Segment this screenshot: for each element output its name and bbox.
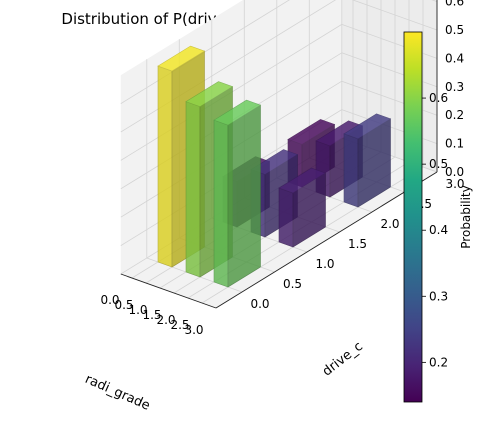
z-tick-label: 0.4 [445, 51, 464, 65]
x-tick-label: 2.0 [156, 313, 175, 327]
colorbar-ticks: 0.2 0.3 0.4 0.5 0.6 [422, 91, 448, 369]
bar [213, 99, 262, 288]
y-tick-label: 2.0 [380, 217, 399, 231]
colorbar-tick-label: 0.2 [429, 355, 448, 369]
x-tick-label: 0.5 [114, 298, 133, 312]
y-tick-label: 0.0 [250, 297, 269, 311]
grid-line [351, 0, 438, 31]
z-tick-label: 0.6 [445, 0, 464, 9]
bar-top-face [157, 45, 206, 72]
grid-line [120, 0, 290, 104]
colorbar-tick-label: 0.4 [429, 223, 448, 237]
colorbar-tick-label: 0.6 [429, 91, 448, 105]
colorbar-tick-label: 0.5 [429, 157, 448, 171]
colorbar-tick-label: 0.3 [429, 289, 448, 303]
x-tick-label: 3.0 [184, 323, 203, 337]
y-axis-label: drive_c [320, 339, 366, 379]
bar-top-face [213, 99, 262, 126]
bar [278, 167, 327, 248]
y-axis-line [215, 171, 438, 309]
z-tick-label: 0.2 [445, 108, 464, 122]
bar-top-face [287, 119, 336, 145]
y-tick-label: 1.5 [348, 237, 367, 251]
z-tick-label: 0.3 [445, 80, 464, 94]
bar-front-face [213, 119, 229, 288]
bar-top-face [185, 81, 234, 107]
bar-top-face [278, 167, 327, 194]
bar-front-face [343, 133, 359, 208]
x-tick-label: 2.5 [170, 318, 189, 332]
z-tick-label: 0.5 [445, 23, 464, 37]
bar-front-face [278, 187, 294, 248]
x-axis-label: radi_grade [83, 372, 153, 414]
bar-top-face [343, 113, 392, 140]
x-axis-line [120, 273, 217, 309]
colorbar [403, 31, 423, 403]
z-tick-label: 0.0 [445, 165, 464, 179]
z-tick-label: 0.1 [445, 137, 464, 151]
y-tick-label: 0.5 [283, 277, 302, 291]
x-tick-label: 1.5 [142, 308, 161, 322]
bars-group [157, 45, 392, 288]
x-tick-label: 1.0 [128, 303, 147, 317]
y-tick-label: 1.0 [315, 257, 334, 271]
bar-front-face [185, 101, 201, 278]
x-tick-label: 0.0 [100, 293, 119, 307]
grid-line [120, 0, 337, 133]
tick-labels: 0.00.51.01.52.02.53.00.00.51.01.52.02.53… [100, 0, 464, 337]
bar-front-face [157, 65, 173, 268]
y-tick-label: 3.0 [445, 177, 464, 191]
axis-lines [120, 0, 438, 309]
bar-side-face [227, 104, 261, 288]
colorbar-label: Probability [459, 185, 473, 248]
bar [343, 113, 392, 208]
